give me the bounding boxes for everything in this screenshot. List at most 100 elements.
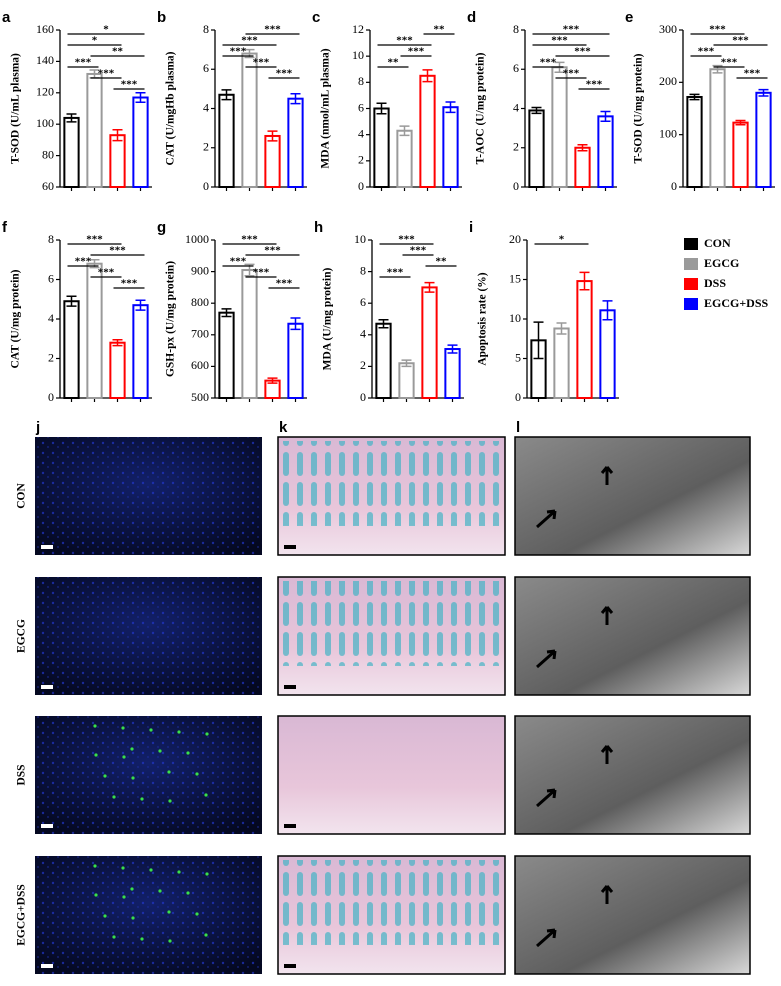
panel-label: l [516,419,520,436]
significance-label: *** [75,57,92,69]
y-tick-label: 6 [48,271,54,285]
y-tick-label: 6 [360,295,366,309]
error-bar [531,106,542,115]
bar [86,72,103,188]
bar [599,309,616,399]
tunel-dot [167,910,171,914]
significance-label: *** [276,68,293,80]
bar [597,115,614,188]
error-bar [602,300,613,321]
bar [419,74,436,188]
error-bar [66,295,77,307]
tunel-dot [93,864,97,868]
y-axis-label: CAT (U/mg protein) [10,269,22,368]
significance-label: *** [109,245,126,257]
tunel-dot [122,755,126,759]
y-tick-label: 20 [509,232,521,246]
y-axis-label: GSH-px (U/mg protein) [165,261,177,377]
tunel-dot [103,774,107,778]
y-tick-label: 5 [515,350,521,364]
error-bar [66,113,77,123]
panel-label: i [469,219,473,236]
y-tick-label: 2 [513,140,519,154]
bar [241,52,258,188]
bar [553,327,570,400]
error-bar [447,344,458,354]
y-tick-label: 0 [360,390,366,404]
significance-label: *** [241,35,258,47]
error-bar [112,338,123,347]
y-tick-label: 800 [191,295,209,309]
y-tick-label: 10 [354,232,366,246]
error-bar [424,281,435,293]
bar [686,95,703,188]
y-axis-label: T-SOD (U/mL plasma) [10,53,22,164]
y-tick-label: 0 [358,179,364,193]
significance-label: *** [698,46,715,58]
tunel-dot [149,728,153,732]
error-bar [376,102,387,115]
tunel-dot [186,891,190,895]
arrow [600,606,614,625]
tunel-dot [94,753,98,757]
tunel-dot [168,799,172,803]
y-axis-label: MDA (U/mg protein) [322,268,334,371]
significance-label: ** [388,57,400,69]
nuclei-texture [35,437,262,555]
significance-label: *** [264,245,281,257]
panel-label: b [157,9,166,26]
y-tick-label: 15 [509,271,521,285]
bar [709,68,726,188]
tunel-dot [167,770,171,774]
legend-swatch [684,238,698,250]
arrow [536,928,557,948]
y-tick-label: 2 [358,153,364,167]
y-tick-label: 4 [203,100,209,114]
panel-label: j [35,419,40,436]
significance-label: *** [540,57,557,69]
error-bar [135,92,146,103]
significance-label: *** [253,57,270,69]
y-tick-label: 2 [360,358,366,372]
error-bar [290,93,301,105]
goblet-texture [282,441,501,526]
significance-label: *** [264,24,281,36]
bar [63,300,80,400]
legend-label: DSS [704,276,726,290]
y-tick-label: 200 [659,74,677,88]
bar [287,97,304,188]
arrow [536,649,557,669]
y-axis-label: MDA (nmol/mL plasma) [320,48,332,168]
significance-label: *** [86,234,103,246]
tunel-dot [186,751,190,755]
significance-label: *** [230,256,247,268]
error-bar [112,128,123,142]
arrow [600,466,614,485]
tunel-dot [195,772,199,776]
tunel-dot [130,747,134,751]
scale-bar [284,824,296,828]
row-label: DSS [16,764,28,785]
bar [373,107,390,188]
bar [528,109,545,188]
tunel-dot [121,726,125,730]
y-tick-label: 4 [358,126,364,140]
significance-label: *** [563,68,580,80]
legend-swatch [684,278,698,290]
tunel-dot [94,893,98,897]
y-tick-label: 300 [659,22,677,36]
bar [551,66,568,188]
micrograph [514,715,751,835]
error-bar [533,321,544,360]
significance-label: *** [396,35,413,47]
significance-label: *** [75,256,92,268]
panel-label: e [625,9,633,26]
bar [109,134,126,189]
scale-bar [284,964,296,968]
scale-bar [284,685,296,689]
y-tick-label: 0 [203,179,209,193]
y-axis-label: T-SOD (U/mg protein) [633,53,645,163]
significance-label: *** [732,35,749,47]
